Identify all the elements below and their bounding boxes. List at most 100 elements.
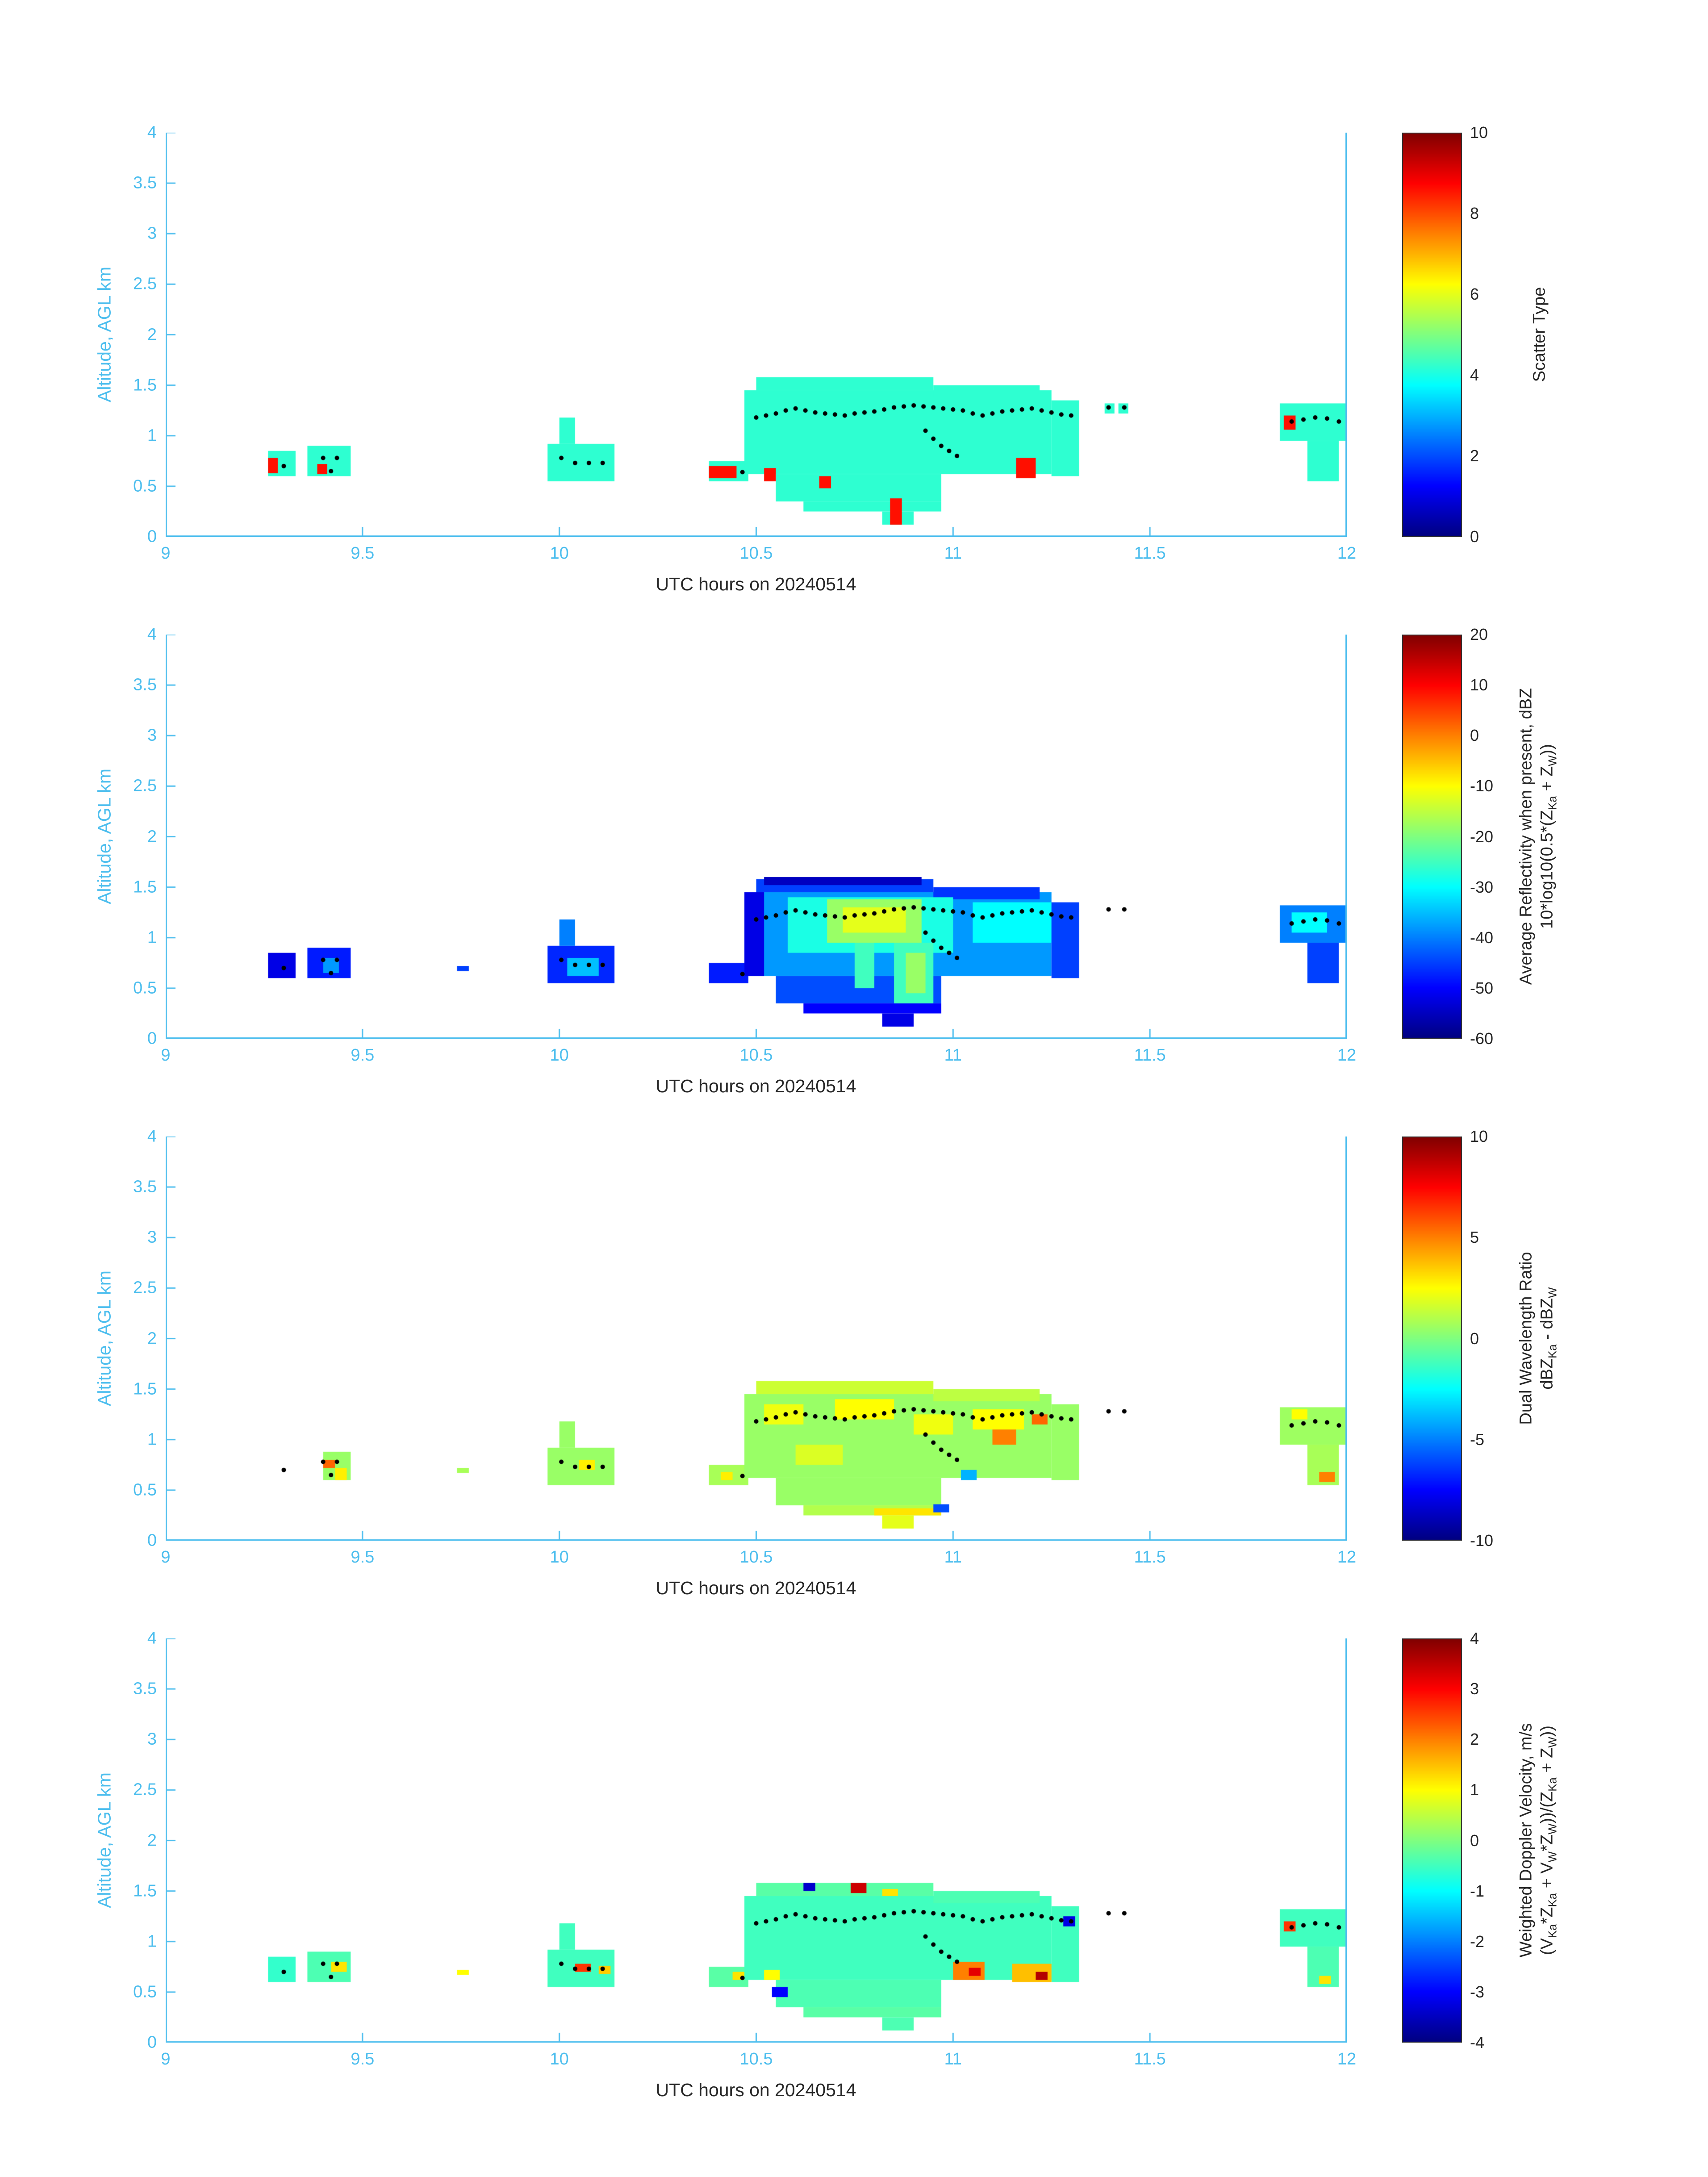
x-tick-label: 9 <box>161 1548 171 1567</box>
y-tick-label: 4 <box>147 625 157 644</box>
x-tick-label: 10 <box>550 1548 569 1567</box>
x-tick-label: 9 <box>161 1046 171 1065</box>
x-tick-label: 9.5 <box>351 1046 375 1065</box>
y-tick-label: 1 <box>147 1430 157 1449</box>
colorbar-tick-label: 5 <box>1470 1228 1479 1247</box>
y-tick-label: 2.5 <box>133 1278 157 1297</box>
colorbar-tick-label: 8 <box>1470 204 1479 222</box>
y-tick-label: 0 <box>147 527 157 546</box>
y-tick-label: 2 <box>147 325 157 344</box>
x-tick-label: 12 <box>1337 1548 1357 1567</box>
colorbar-tick-label: -50 <box>1470 978 1494 997</box>
x-tick-label: 10 <box>550 544 569 563</box>
colorbar-tick-label: 0 <box>1470 1329 1479 1348</box>
colorbar-tick-label: -10 <box>1470 777 1494 795</box>
colorbar-tick-label: -10 <box>1470 1531 1494 1550</box>
colorbar-label: Average Reflectivity when present, dBZ 10… <box>1516 688 1559 985</box>
y-tick-label: 1.5 <box>133 1881 157 1901</box>
colorbar-tick-label: 3 <box>1470 1680 1479 1698</box>
y-tick-label: 2.5 <box>133 776 157 795</box>
y-tick-label: 3.5 <box>133 675 157 694</box>
panel-weighted-doppler-velocity: Altitude, AGL km 0 0.5 1 1.5 2 2.5 3 3.5 4 9 9.5 1… <box>0 1629 1708 2140</box>
x-tick-label: 12 <box>1337 2050 1357 2068</box>
y-tick-label: 1.5 <box>133 1379 157 1399</box>
x-tick-label: 11.5 <box>1134 544 1166 563</box>
x-tick-label: 11 <box>944 544 962 563</box>
y-tick-label: 0.5 <box>133 978 157 998</box>
colorbar-tick-label: 10 <box>1470 123 1488 142</box>
colorbar-tick-label: 0 <box>1470 726 1479 745</box>
y-tick-label: 4 <box>147 123 157 142</box>
heatmap-plot-canvas <box>166 1137 1347 1541</box>
colorbar-tick-label: -1 <box>1470 1881 1485 1900</box>
y-tick-label: 3.5 <box>133 173 157 192</box>
y-tick-label: 0.5 <box>133 1982 157 2002</box>
colorbar-tick-label: -2 <box>1470 1932 1485 1951</box>
colorbar <box>1402 133 1462 537</box>
y-tick-label: 3 <box>147 1730 157 1749</box>
x-tick-label: 10.5 <box>739 2050 773 2068</box>
y-axis-ticks: 0 0.5 1 1.5 2 2.5 3 3.5 4 <box>0 625 157 1048</box>
y-tick-label: 0 <box>147 2033 157 2052</box>
colorbar-ticks: -4 -3 -2 -1 0 1 2 3 4 <box>1470 1629 1546 2052</box>
colorbar-tick-label: -5 <box>1470 1430 1485 1449</box>
y-axis-ticks: 0 0.5 1 1.5 2 2.5 3 3.5 4 <box>0 1629 157 2052</box>
y-tick-label: 0 <box>147 1531 157 1550</box>
x-tick-label: 10.5 <box>739 544 773 563</box>
colorbar-tick-label: 2 <box>1470 1730 1479 1749</box>
colorbar-label: Dual Wavelength Ratio dBZKa - dBZW <box>1516 1252 1559 1425</box>
x-axis-ticks: 9 9.5 10 10.5 11 11.5 12 <box>161 544 1356 567</box>
y-tick-label: 3.5 <box>133 1177 157 1196</box>
y-axis-ticks: 0 0.5 1 1.5 2 2.5 3 3.5 4 <box>0 1127 157 1550</box>
y-tick-label: 2 <box>147 1329 157 1348</box>
x-tick-label: 12 <box>1337 1046 1357 1065</box>
y-tick-label: 1.5 <box>133 376 157 395</box>
x-axis-label: UTC hours on 20240514 <box>656 574 856 594</box>
colorbar-ticks: -60 -50 -40 -30 -20 -10 0 10 20 <box>1470 625 1546 1048</box>
x-tick-label: 11.5 <box>1134 2050 1166 2068</box>
panel-scatter-type: Altitude, AGL km 0 0.5 1 1.5 2 2.5 3 3.5 4 9 9.5 1… <box>0 123 1708 635</box>
colorbar-tick-label: 0 <box>1470 527 1479 546</box>
x-axis-ticks: 9 9.5 10 10.5 11 11.5 12 <box>161 2050 1356 2073</box>
y-tick-label: 1 <box>147 1932 157 1951</box>
x-tick-label: 9 <box>161 2050 171 2068</box>
y-tick-label: 0.5 <box>133 476 157 496</box>
x-tick-label: 10 <box>550 2050 569 2068</box>
colorbar-tick-label: 10 <box>1470 676 1488 694</box>
panel-average-reflectivity: Altitude, AGL km 0 0.5 1 1.5 2 2.5 3 3.5 4 9 9.5 1… <box>0 625 1708 1137</box>
colorbar-ticks: -10 -5 0 5 10 <box>1470 1127 1546 1550</box>
colorbar <box>1402 635 1462 1039</box>
x-axis-ticks: 9 9.5 10 10.5 11 11.5 12 <box>161 1548 1356 1571</box>
x-tick-label: 10 <box>550 1046 569 1065</box>
x-tick-label: 10.5 <box>739 1046 773 1065</box>
x-tick-label: 11.5 <box>1134 1548 1166 1567</box>
colorbar-label: Scatter Type <box>1530 287 1549 382</box>
heatmap-plot-canvas <box>166 133 1347 537</box>
colorbar-tick-label: -3 <box>1470 1982 1485 2001</box>
x-axis-label: UTC hours on 20240514 <box>656 2080 856 2100</box>
y-tick-label: 2 <box>147 1831 157 1850</box>
x-axis-ticks: 9 9.5 10 10.5 11 11.5 12 <box>161 1046 1356 1069</box>
x-axis-label: UTC hours on 20240514 <box>656 1578 856 1598</box>
colorbar-tick-label: 6 <box>1470 285 1479 303</box>
y-tick-label: 3.5 <box>133 1679 157 1698</box>
x-tick-label: 11 <box>944 1548 962 1567</box>
x-tick-label: 11.5 <box>1134 1046 1166 1065</box>
x-tick-label: 12 <box>1337 544 1357 563</box>
y-axis-ticks: 0 0.5 1 1.5 2 2.5 3 3.5 4 <box>0 123 157 546</box>
heatmap-plot-canvas <box>166 635 1347 1039</box>
x-tick-label: 10.5 <box>739 1548 773 1567</box>
y-tick-label: 2.5 <box>133 274 157 293</box>
colorbar-tick-label: 10 <box>1470 1127 1488 1145</box>
x-tick-label: 9.5 <box>351 544 375 563</box>
colorbar-tick-label: 2 <box>1470 447 1479 465</box>
y-tick-label: 1 <box>147 426 157 445</box>
colorbar-tick-label: -60 <box>1470 1029 1494 1048</box>
x-tick-label: 9.5 <box>351 2050 375 2068</box>
colorbar-tick-label: 20 <box>1470 625 1488 643</box>
colorbar <box>1402 1137 1462 1541</box>
y-tick-label: 4 <box>147 1629 157 1648</box>
colorbar-tick-label: 1 <box>1470 1780 1479 1799</box>
colorbar-tick-label: -20 <box>1470 827 1494 846</box>
